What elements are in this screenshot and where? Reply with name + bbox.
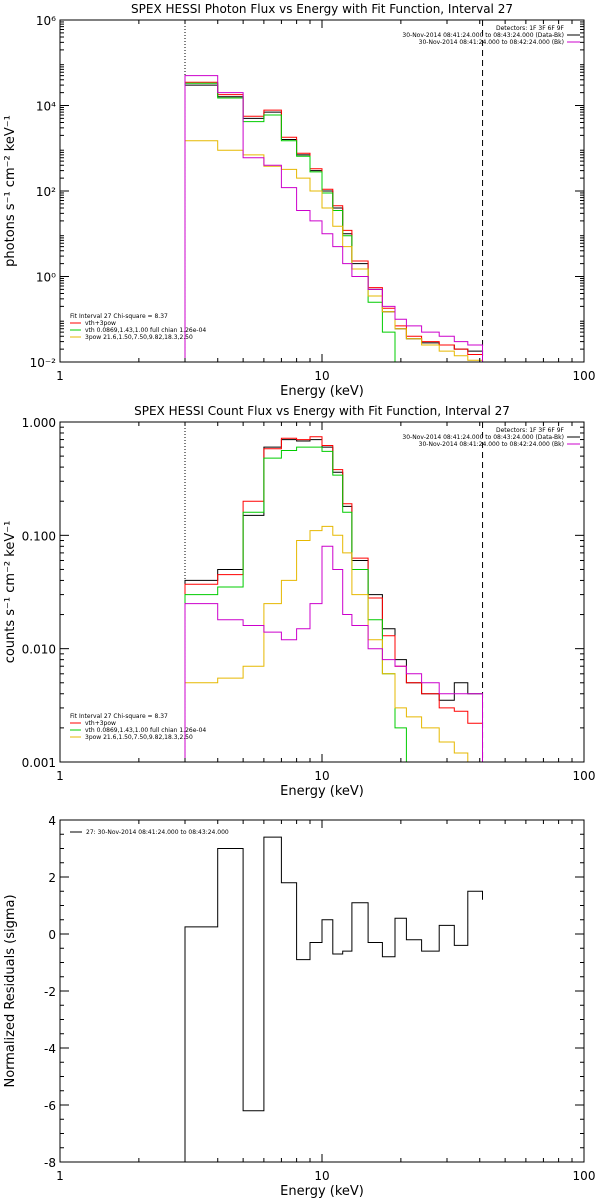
x-tick-label: 10	[314, 1169, 329, 1183]
x-tick-label: 1	[56, 1169, 64, 1183]
x-tick-label: 100	[573, 1169, 596, 1183]
legend-text: Detectors: 1F 3F 6F 9F	[496, 427, 565, 434]
series-line-5	[184, 545, 483, 762]
series-line-3	[184, 446, 483, 762]
series-line-1	[184, 84, 483, 362]
legend-text: vth 0.0869,1.43,1.00 full chian 1.26e-04	[85, 727, 206, 734]
legend-text: 3pow 21.6,1.50,7.50,9.82,18.3,2.50	[85, 334, 193, 341]
y-tick-label: 10²	[36, 185, 56, 199]
y-tick-label: 0	[48, 928, 56, 942]
series-line-1	[184, 439, 483, 762]
legend-text: 3pow 21.6,1.50,7.50,9.82,18.3,2.50	[85, 734, 193, 741]
y-tick-label: 10⁻²	[30, 356, 57, 370]
y-tick-label: 1.000	[22, 416, 56, 430]
y-tick-label: -8	[44, 1156, 56, 1170]
x-tick-label: 100	[573, 369, 596, 383]
series-line-2	[184, 436, 483, 762]
legend-text: 30-Nov-2014 08:41:24.000 to 08:43:24.000…	[402, 32, 564, 39]
y-axis-label: Normalized Residuals (sigma)	[3, 894, 18, 1087]
series-line-2	[184, 81, 483, 362]
y-tick-label: 0.010	[22, 643, 56, 657]
x-tick-label: 10	[314, 369, 329, 383]
y-tick-label: 4	[48, 814, 56, 828]
y-tick-label: -4	[44, 1042, 56, 1056]
chart-title: SPEX HESSI Count Flux vs Energy with Fit…	[134, 404, 510, 418]
series-line-4	[184, 140, 483, 362]
y-tick-label: 10⁴	[36, 100, 56, 114]
series-line-1	[184, 836, 483, 1162]
x-tick-label: 1	[56, 769, 64, 783]
y-tick-label: -2	[44, 985, 56, 999]
x-tick-label: 100	[573, 769, 596, 783]
legend-text: 27: 30-Nov-2014 08:41:24.000 to 08:43:24…	[86, 829, 229, 836]
chart-panel-3: 1 10 100 Energy (keV) -8 -6 -4 -2 0 2 4 Normalized …	[3, 814, 595, 1199]
legend-text: vth+3pow	[85, 720, 116, 727]
y-tick-label: 0.100	[22, 529, 56, 543]
legend-text: Detectors: 1F 3F 6F 9F	[496, 25, 565, 32]
legend-text: 30-Nov-2014 08:41:24.000 to 08:42:24.000…	[419, 39, 564, 46]
y-tick-label: 2	[48, 871, 56, 885]
chart-title: SPEX HESSI Photon Flux vs Energy with Fi…	[131, 2, 513, 16]
legend-text: vth+3pow	[85, 320, 116, 327]
legend-text: 30-Nov-2014 08:41:24.000 to 08:42:24.000…	[419, 441, 564, 448]
x-tick-label: 10	[314, 769, 329, 783]
legend-text: vth 0.0869,1.43,1.00 full chian 1.26e-04	[85, 327, 206, 334]
x-tick-label: 1	[56, 369, 64, 383]
x-axis-label: Energy (keV)	[280, 1184, 364, 1199]
legend-text: Fit Interval 27 Chi-square = 8.37	[70, 713, 168, 720]
plot-frame	[59, 819, 585, 1163]
y-tick-label: 10⁶	[36, 14, 56, 28]
y-tick-label: 0.001	[22, 756, 56, 770]
y-axis-label: photons s⁻¹ cm⁻² keV⁻¹	[3, 115, 18, 267]
x-axis-label: Energy (keV)	[280, 784, 364, 799]
y-tick-label: 10⁰	[36, 271, 56, 285]
series-line-4	[184, 525, 483, 762]
y-axis-label: counts s⁻¹ cm⁻² keV⁻¹	[3, 521, 18, 664]
y-tick-label: -6	[44, 1099, 56, 1113]
legend-text: Fit Interval 27 Chi-square = 8.37	[70, 313, 168, 320]
x-axis-label: Energy (keV)	[280, 384, 364, 399]
legend-text: 30-Nov-2014 08:41:24.000 to 08:43:24.000…	[402, 434, 564, 441]
series-line-3	[184, 82, 483, 362]
chart-panel-1: SPEX HESSI Photon Flux vs Energy with Fi…	[3, 2, 595, 399]
series-line-5	[184, 75, 483, 362]
chart-panel-2: SPEX HESSI Count Flux vs Energy with Fit…	[3, 404, 595, 799]
